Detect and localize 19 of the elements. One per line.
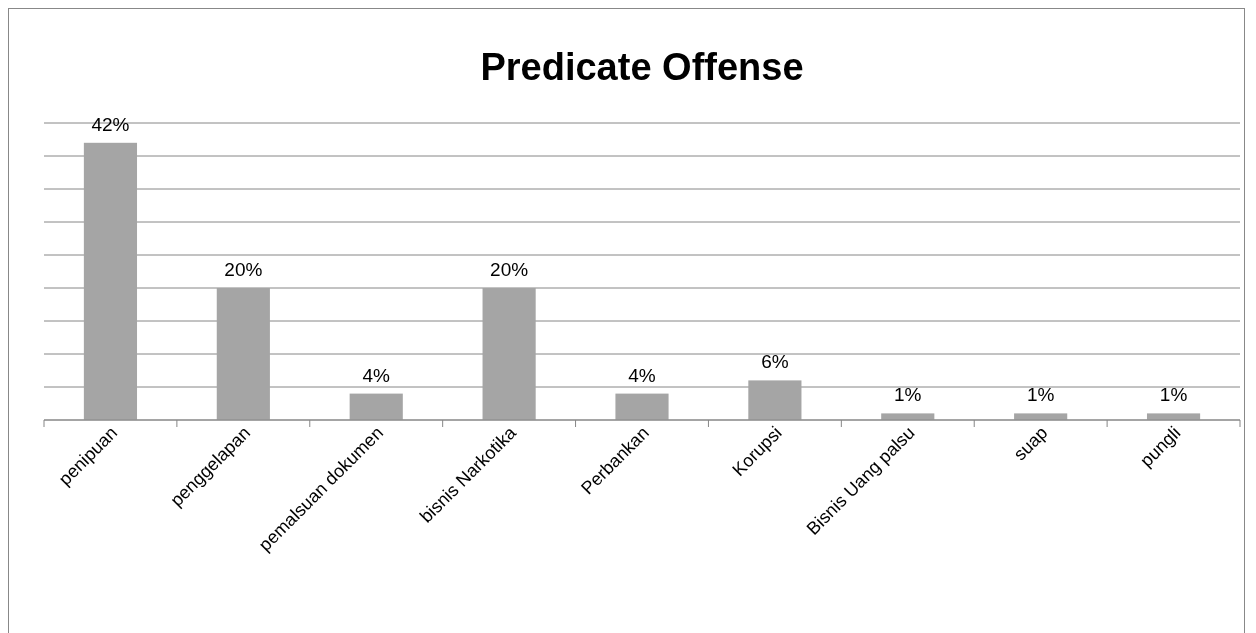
- bar: [1146, 413, 1201, 420]
- bar: [881, 413, 935, 420]
- bar: [1014, 413, 1068, 420]
- data-label: 1%: [894, 384, 922, 406]
- bar: [615, 393, 669, 420]
- data-label: 6%: [761, 351, 789, 373]
- bar: [349, 393, 403, 420]
- data-label: 42%: [91, 113, 130, 135]
- data-label: 1%: [1026, 384, 1055, 406]
- data-label: 1%: [1159, 384, 1188, 406]
- bar: [748, 380, 802, 420]
- bar: [216, 288, 270, 420]
- data-label: 20%: [224, 259, 263, 280]
- data-label: 4%: [628, 364, 656, 386]
- chart-title: Predicate Offense: [480, 46, 804, 88]
- data-label: 4%: [362, 364, 391, 386]
- data-label: 20%: [490, 259, 529, 280]
- bar: [83, 142, 138, 420]
- bar: [482, 288, 536, 420]
